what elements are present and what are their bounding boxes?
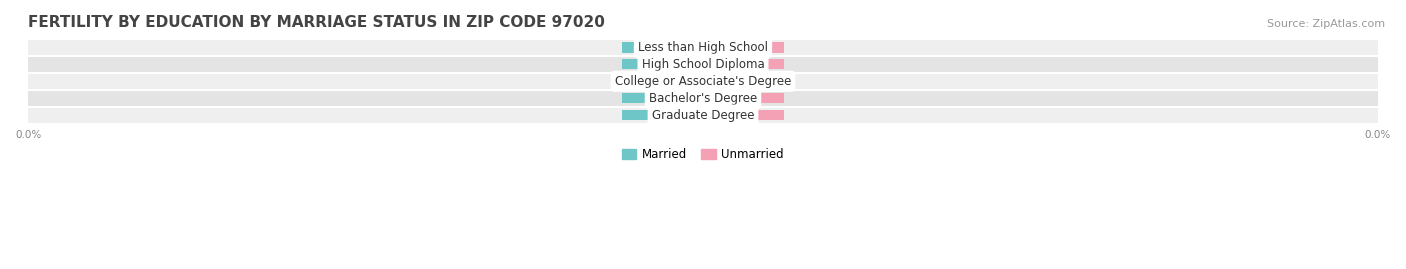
Text: 0.0%: 0.0% [728,93,758,103]
Text: College or Associate's Degree: College or Associate's Degree [614,75,792,88]
Text: Less than High School: Less than High School [638,41,768,54]
Text: 0.0%: 0.0% [648,76,678,86]
Text: 0.0%: 0.0% [648,93,678,103]
Text: 0.0%: 0.0% [648,59,678,69]
Text: 0.0%: 0.0% [648,43,678,52]
Bar [28,90,1378,107]
Text: 0.0%: 0.0% [728,76,758,86]
Bar [621,59,703,69]
Text: 0.0%: 0.0% [728,43,758,52]
Bar [621,76,703,86]
Bar [28,107,1378,124]
Bar [621,110,703,120]
Bar [621,93,703,103]
Bar [703,59,785,69]
Text: FERTILITY BY EDUCATION BY MARRIAGE STATUS IN ZIP CODE 97020: FERTILITY BY EDUCATION BY MARRIAGE STATU… [28,15,605,30]
Bar [703,93,785,103]
Bar [703,110,785,120]
Text: 0.0%: 0.0% [728,59,758,69]
Bar [703,76,785,86]
Bar [28,56,1378,73]
Text: Bachelor's Degree: Bachelor's Degree [650,92,756,105]
Text: 0.0%: 0.0% [648,110,678,120]
Text: 0.0%: 0.0% [728,110,758,120]
Bar [28,39,1378,56]
Text: Source: ZipAtlas.com: Source: ZipAtlas.com [1267,19,1385,29]
Bar [621,42,703,52]
Bar [703,42,785,52]
Bar [28,73,1378,90]
Text: High School Diploma: High School Diploma [641,58,765,71]
Legend: Married, Unmarried: Married, Unmarried [617,144,789,166]
Text: Graduate Degree: Graduate Degree [652,109,754,122]
